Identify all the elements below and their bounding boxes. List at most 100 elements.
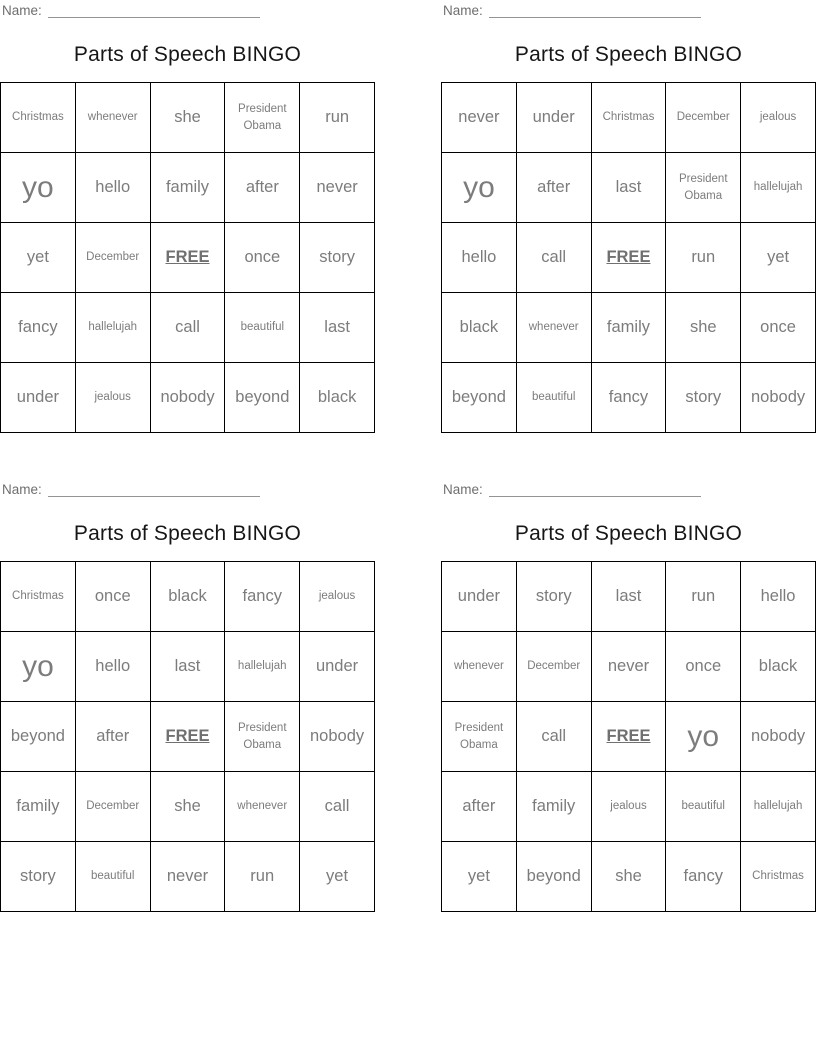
bingo-cell: nobody (149, 362, 226, 433)
bingo-cell: beyond (515, 841, 592, 912)
name-row: Name: (2, 482, 260, 497)
bingo-cell: whenever (515, 292, 592, 363)
bingo-cell: beautiful (224, 292, 301, 363)
name-row: Name: (2, 3, 260, 18)
bingo-cell: fancy (590, 362, 667, 433)
bingo-cell: hello (441, 222, 517, 293)
bingo-cell: Christmas (740, 841, 816, 912)
name-blank-line (47, 3, 260, 18)
bingo-cell: Christmas (590, 82, 667, 153)
bingo-cell: after (515, 152, 592, 223)
name-label: Name: (2, 3, 42, 18)
bingo-cell: President Obama (224, 82, 301, 153)
bingo-cell: never (299, 152, 375, 223)
bingo-cell: yo (665, 701, 742, 772)
free-cell: FREE (149, 701, 226, 772)
bingo-cell: story (665, 362, 742, 433)
bingo-cell: yet (0, 222, 76, 293)
bingo-cell: she (590, 841, 667, 912)
bingo-cell: yet (740, 222, 816, 293)
bingo-cell: run (299, 82, 375, 153)
bingo-cell: never (441, 82, 517, 153)
bingo-cell: after (224, 152, 301, 223)
bingo-cell: under (441, 561, 517, 632)
bingo-cell: hello (740, 561, 816, 632)
free-cell: FREE (149, 222, 226, 293)
bingo-cell: black (299, 362, 375, 433)
free-cell: FREE (590, 222, 667, 293)
bingo-cell: under (0, 362, 76, 433)
bingo-cell: black (441, 292, 517, 363)
bingo-cell: nobody (740, 701, 816, 772)
bingo-cell: President Obama (441, 701, 517, 772)
name-label: Name: (443, 482, 483, 497)
bingo-cell: jealous (740, 82, 816, 153)
card-title: Parts of Speech BINGO (73, 522, 302, 545)
bingo-cell: beyond (0, 701, 76, 772)
bingo-cell: call (515, 222, 592, 293)
bingo-grid: under story last run hello whenever December ne… (441, 561, 816, 912)
card-title: Parts of Speech BINGO (514, 43, 743, 66)
bingo-cell: Christmas (0, 561, 76, 632)
bingo-cell: hello (74, 631, 151, 702)
bingo-cell: run (224, 841, 301, 912)
bingo-cell: once (224, 222, 301, 293)
bingo-cell: after (441, 771, 517, 842)
bingo-cell: beautiful (74, 841, 151, 912)
bingo-card-2: Name: Parts of Speech BINGO never under Ch… (441, 0, 816, 433)
bingo-cell: last (299, 292, 375, 363)
bingo-cell: call (299, 771, 375, 842)
bingo-cell: beautiful (515, 362, 592, 433)
bingo-cell: story (515, 561, 592, 632)
bingo-cell: nobody (299, 701, 375, 772)
bingo-cell: yo (0, 152, 76, 223)
bingo-cell: December (74, 771, 151, 842)
bingo-cell: whenever (74, 82, 151, 153)
bingo-cell: whenever (441, 631, 517, 702)
bingo-cell: she (149, 82, 226, 153)
bingo-cell: she (665, 292, 742, 363)
bingo-cell: yet (299, 841, 375, 912)
bingo-cell: whenever (224, 771, 301, 842)
bingo-cell: black (740, 631, 816, 702)
bingo-cell: December (665, 82, 742, 153)
bingo-cell: jealous (590, 771, 667, 842)
bingo-cell: family (590, 292, 667, 363)
bingo-cell: black (149, 561, 226, 632)
name-blank-line (47, 482, 260, 497)
bingo-cell: December (74, 222, 151, 293)
bingo-cell: family (515, 771, 592, 842)
bingo-cell: once (740, 292, 816, 363)
bingo-card-3: Name: Parts of Speech BINGO Christmas onc… (0, 479, 375, 912)
bingo-cell: hallelujah (74, 292, 151, 363)
bingo-cell: call (149, 292, 226, 363)
bingo-cell: story (299, 222, 375, 293)
bingo-cell: President Obama (224, 701, 301, 772)
bingo-cell: hello (74, 152, 151, 223)
bingo-cell: story (0, 841, 76, 912)
bingo-cell: fancy (0, 292, 76, 363)
bingo-cell: family (0, 771, 76, 842)
bingo-card-1: Name: Parts of Speech BINGO Christmas whe… (0, 0, 375, 433)
bingo-cell: fancy (665, 841, 742, 912)
bingo-cell: Christmas (0, 82, 76, 153)
bingo-cell: yo (441, 152, 517, 223)
name-blank-line (488, 482, 701, 497)
bingo-cell: under (515, 82, 592, 153)
bingo-cell: last (149, 631, 226, 702)
bingo-cell: last (590, 561, 667, 632)
bingo-cell: hallelujah (224, 631, 301, 702)
bingo-cell: run (665, 561, 742, 632)
bingo-grid: Christmas whenever she President Obama run yo… (0, 82, 375, 433)
bingo-cell: once (665, 631, 742, 702)
bingo-card-4: Name: Parts of Speech BINGO under story la… (441, 479, 816, 912)
bingo-cell: call (515, 701, 592, 772)
bingo-cell: run (665, 222, 742, 293)
bingo-cell: nobody (740, 362, 816, 433)
card-title: Parts of Speech BINGO (73, 43, 302, 66)
bingo-cell: she (149, 771, 226, 842)
name-label: Name: (443, 3, 483, 18)
bingo-cell: yet (441, 841, 517, 912)
name-row: Name: (443, 482, 701, 497)
bingo-cell: once (74, 561, 151, 632)
